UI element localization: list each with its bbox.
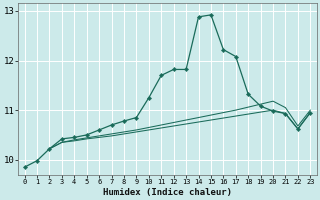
X-axis label: Humidex (Indice chaleur): Humidex (Indice chaleur) bbox=[103, 188, 232, 197]
